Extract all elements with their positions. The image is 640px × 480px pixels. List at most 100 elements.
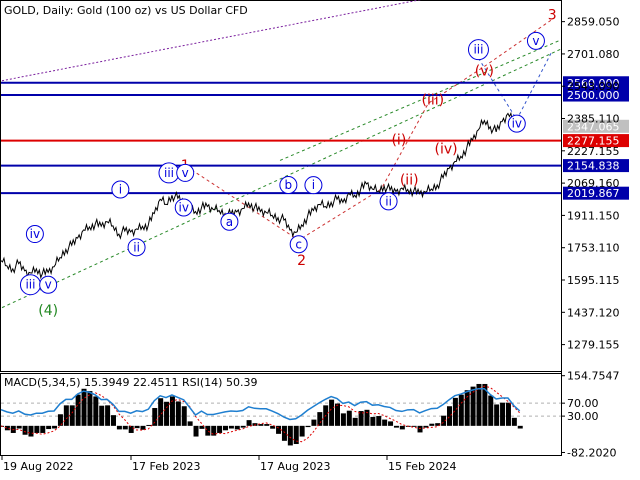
- macd-histogram-bar: [505, 402, 511, 426]
- macd-histogram-bar: [134, 425, 140, 429]
- macd-histogram-bar: [352, 417, 358, 426]
- macd-histogram-bar: [435, 423, 441, 426]
- macd-histogram-bar: [517, 425, 523, 429]
- level-label-box: [563, 76, 629, 90]
- wave-label-circle: [111, 180, 130, 199]
- rsi-line: [0, 387, 521, 421]
- x-tick-label: 19 Aug 2022: [3, 460, 73, 473]
- macd-histogram-bar: [458, 394, 464, 426]
- wave-label-circle: [39, 275, 58, 294]
- macd-histogram-bar: [69, 405, 75, 426]
- macd-histogram-bar: [199, 425, 205, 429]
- macd-histogram-bar: [217, 425, 223, 433]
- wave-label: (i): [391, 133, 406, 149]
- macd-histogram-bar: [447, 406, 452, 426]
- wave-label: iii: [25, 278, 35, 292]
- wave-label: iv: [30, 227, 40, 241]
- projection-path-red: [186, 18, 553, 241]
- x-tick-label: 17 Feb 2023: [132, 460, 200, 473]
- wave-label-circle: [304, 176, 323, 195]
- wave-label: v: [182, 166, 189, 180]
- macd-histogram-bar: [87, 391, 93, 426]
- wave-label: (v): [475, 64, 494, 80]
- macd-histogram-bar: [305, 425, 311, 428]
- wave-label: (4): [38, 303, 58, 319]
- wave-label: v: [532, 34, 539, 48]
- price-tick-label: 2859.050: [567, 16, 620, 29]
- macd-histogram-bar: [234, 425, 240, 430]
- wave-label-circle: [507, 114, 526, 133]
- wave-label: iii: [473, 43, 483, 57]
- macd-histogram-bar: [158, 398, 164, 426]
- macd-histogram-bar: [329, 399, 335, 426]
- macd-histogram-bar: [181, 406, 187, 426]
- macd-histogram-bar: [388, 421, 394, 426]
- macd-histogram-bar: [52, 425, 58, 429]
- wave-label-circle: [279, 175, 298, 194]
- macd-histogram-bar: [4, 425, 10, 431]
- macd-histogram-bar: [311, 419, 317, 426]
- price-tick-label: 1753.110: [567, 242, 620, 255]
- trend-line-lower: [1, 48, 562, 309]
- macd-tick-label: 154.7547: [567, 370, 620, 383]
- macd-histogram-bar: [140, 425, 146, 430]
- level-label: 2500.000: [567, 89, 620, 102]
- macd-histogram-bar: [399, 425, 405, 430]
- macd-histogram-bar: [240, 425, 246, 428]
- level-label-box: [563, 186, 629, 200]
- wave-label-circle: [289, 235, 308, 254]
- wave-label-circle: [176, 163, 195, 182]
- macd-histogram-bar: [476, 383, 482, 426]
- wave-label: v: [45, 278, 52, 292]
- price-tick-label: 1595.115: [567, 274, 620, 287]
- wave-label: iv: [512, 117, 522, 131]
- macd-histogram-bar: [482, 383, 488, 426]
- macd-histogram-bar: [205, 425, 211, 436]
- level-label: 2277.155: [567, 135, 620, 148]
- level-label: 2154.838: [567, 160, 620, 173]
- macd-histogram-bar: [81, 388, 87, 426]
- macd-histogram-bar: [258, 424, 264, 426]
- macd-histogram-bar: [111, 415, 116, 426]
- macd-histogram-bar: [358, 411, 364, 426]
- macd-histogram-bar: [393, 425, 399, 428]
- macd-histogram-bar: [228, 425, 234, 429]
- macd-histogram-bar: [470, 386, 476, 426]
- macd-histogram-bar: [417, 425, 423, 433]
- price-tick-label: 2543.090: [567, 80, 620, 93]
- macd-histogram-bar: [346, 410, 352, 426]
- macd-histogram-bar: [211, 425, 217, 436]
- wave-label-circle: [25, 225, 44, 244]
- price-tick-label: 1437.120: [567, 306, 620, 319]
- macd-histogram-bar: [293, 425, 299, 445]
- macd-histogram-bar: [335, 403, 340, 426]
- macd-histogram-bar: [187, 421, 193, 426]
- macd-histogram-bar: [93, 396, 99, 426]
- price-tick-label: 1279.155: [567, 339, 620, 352]
- macd-histogram-bar: [116, 425, 122, 430]
- macd-tick-label: -82.2020: [567, 446, 616, 459]
- macd-histogram-bar: [411, 425, 417, 427]
- macd-histogram-bar: [382, 419, 388, 426]
- macd-histogram-bar: [22, 425, 28, 435]
- macd-histogram-bar: [16, 425, 22, 429]
- macd-histogram-bar: [376, 416, 382, 426]
- macd-histogram-bar: [99, 405, 105, 426]
- level-label-box: [563, 159, 629, 173]
- macd-tick-label: 70.00: [567, 397, 599, 410]
- current-price-box: [563, 119, 629, 133]
- wave-label: i: [312, 178, 315, 192]
- wave-label: a: [226, 215, 233, 229]
- wave-label: 3: [548, 7, 557, 23]
- macd-histogram-bar: [57, 414, 63, 426]
- price-tick-label: 2385.110: [567, 113, 620, 126]
- macd-histogram-bar: [452, 397, 458, 426]
- wave-label: (iii): [421, 93, 444, 109]
- macd-histogram-bar: [276, 425, 282, 434]
- wave-label-circle: [220, 212, 239, 231]
- wave-label: iii: [164, 166, 174, 180]
- wave-label-circle: [526, 31, 545, 50]
- level-label: 2019.867: [567, 187, 620, 200]
